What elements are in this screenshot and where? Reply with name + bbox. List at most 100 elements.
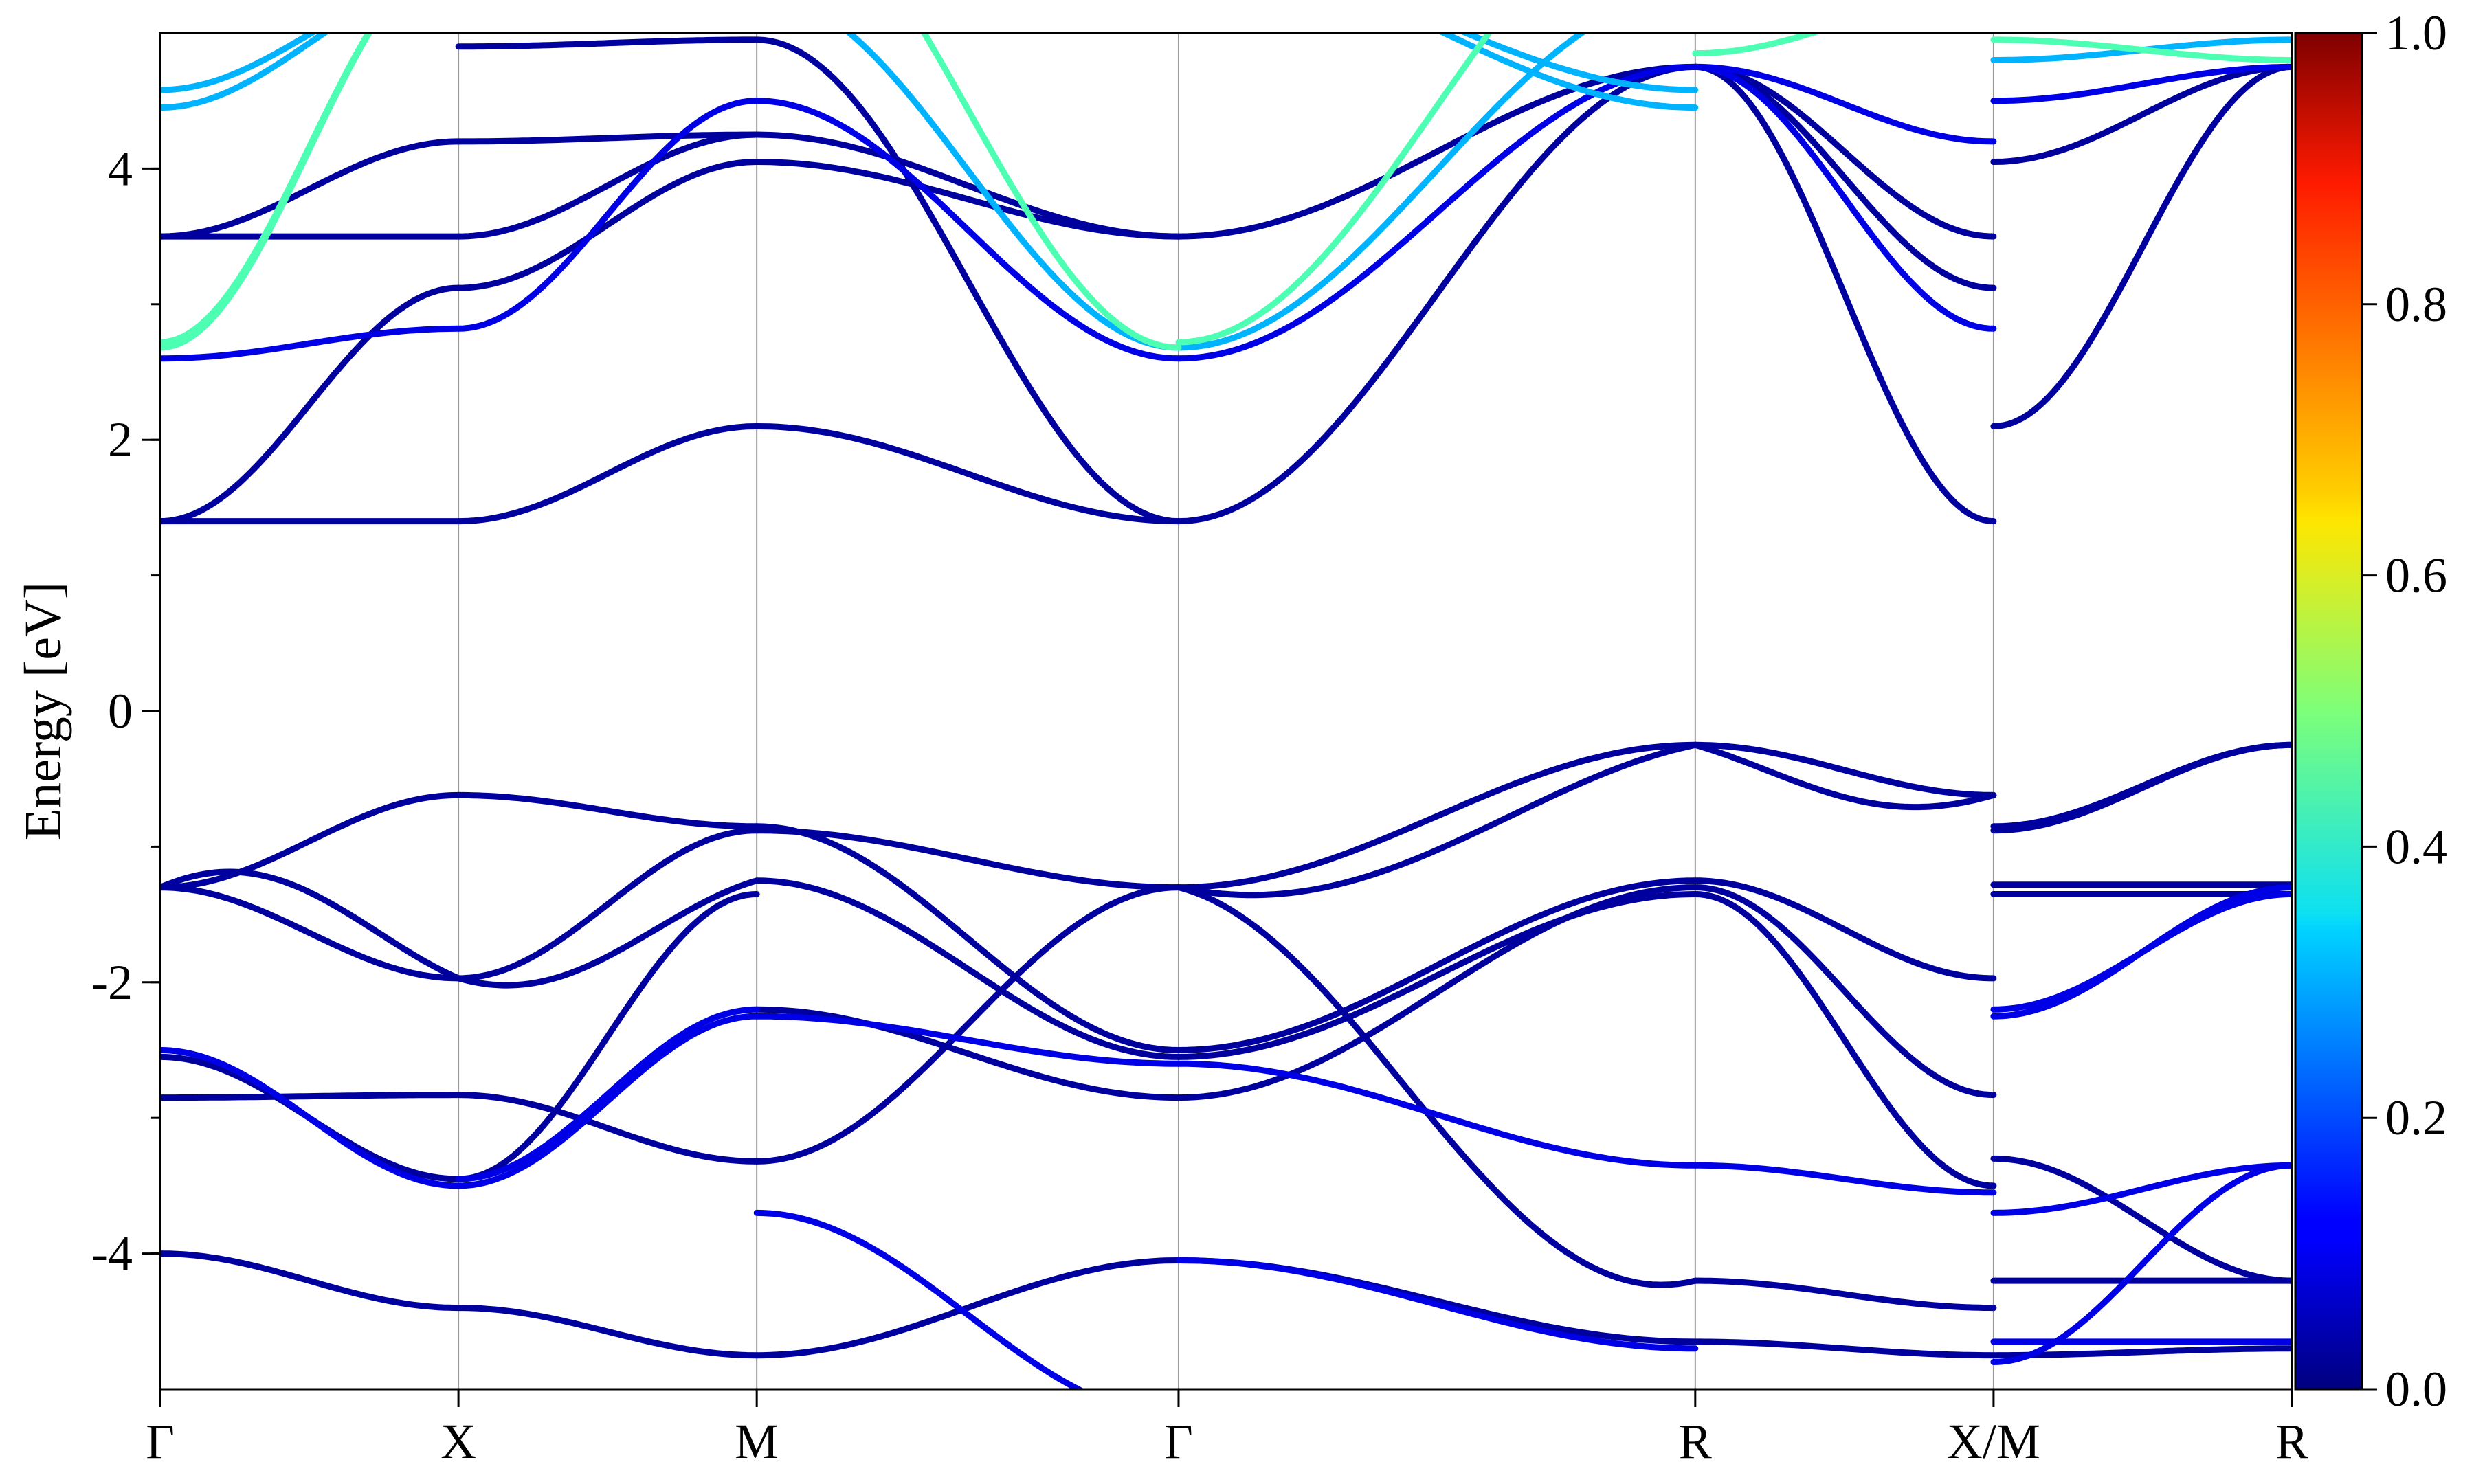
colorbar-tick-label: 0.8 [2385,277,2447,332]
band-line [160,33,331,111]
band-line [160,33,372,346]
band-line [1990,63,2292,429]
band-line [1692,33,1823,57]
band-line [455,423,760,525]
colorbar-tick-label: 1.0 [2385,5,2447,60]
band-line [1990,884,2292,1020]
band-line [160,884,462,982]
band-line [1692,741,1997,811]
band-line [455,159,760,291]
band-line [1175,741,1699,899]
band-line [1175,891,1699,1060]
band-line [455,131,760,240]
band-line [1990,1345,2292,1359]
band-line [1990,63,2292,165]
x-tick-label: X/M [1947,1414,2040,1469]
band-line [160,791,462,891]
band-line [455,791,760,830]
band-line [455,1006,760,1182]
band-line [1990,1155,2292,1284]
band-line [455,891,760,1182]
band-line [1990,1162,2292,1365]
band-line [1436,33,1699,111]
band-line [1175,1060,1699,1169]
colorbar-tick-label: 0.6 [2385,548,2447,603]
band-line [1175,884,1699,1101]
band-line [1458,33,1699,93]
band-line [1175,1257,1699,1345]
band-line [1175,63,1699,362]
band-line [753,423,1182,525]
colorbar: 0.0 0.2 0.4 0.6 0.8 1.0 [2294,5,2447,1417]
band-line [753,1209,1085,1389]
band-line [1692,63,1997,525]
band-line [1692,891,1997,1189]
band-line [1692,63,1997,291]
band-line [455,36,760,50]
colorbar-tick-label: 0.2 [2385,1090,2447,1145]
y-axis-ticks: -4 -2 0 2 4 [91,141,160,1281]
band-line [1990,36,2292,63]
band-line [455,131,760,145]
band-line [753,884,1182,1165]
colorbar-tick-label: 0.4 [2385,819,2447,874]
band-line [1692,877,1997,982]
band-line [753,877,1182,1060]
band-line [455,1013,760,1189]
band-line [1692,63,1997,332]
y-tick-label: -2 [91,955,133,1010]
x-tick-label: X [441,1414,476,1469]
band-line [1175,63,1699,525]
band-line [753,1006,1182,1101]
band-line [160,1250,462,1312]
band-line [1990,63,2292,104]
y-axis-label: Energy [eV] [14,582,72,840]
band-line [1692,884,1997,1099]
band-line [455,1305,760,1359]
band-line [160,33,373,351]
y-tick-label: 0 [108,684,133,739]
y-tick-label: -4 [91,1226,133,1281]
band-line [844,33,1182,351]
band-line [1175,877,1699,1053]
band-line [753,823,1182,1053]
band-line [753,131,1182,240]
band-line [1692,63,1997,145]
band-line [160,138,462,240]
band-line [1692,1338,1997,1359]
band-line [753,159,1182,240]
band-line [1175,741,1699,891]
band-line [1175,33,1587,351]
x-tick-label: Γ [146,1414,175,1469]
x-tick-label: Γ [1164,1414,1193,1469]
band-line [1990,1162,2292,1216]
band-line [160,868,462,982]
x-tick-label: M [735,1414,779,1469]
x-tick-label: R [1679,1414,1712,1469]
band-line [160,325,462,362]
band-line [1692,1162,1997,1196]
x-tick-label: R [2275,1414,2308,1469]
band-line [1175,884,1699,1288]
colorbar-tick-label: 0.0 [2385,1362,2447,1417]
band-line [1692,741,1997,798]
band-line [160,1047,462,1189]
band-line [753,1257,1182,1359]
band-line [753,827,1182,891]
band-line [1175,33,1493,346]
band-lines [160,33,2292,1389]
band-line [455,877,760,989]
band-line [455,827,760,982]
band-line [455,1092,760,1165]
y-tick-label: 2 [108,412,133,467]
band-line [160,1092,462,1101]
x-axis-ticks: Γ X M Γ R X/M R [146,1389,2308,1469]
band-line [920,33,1182,351]
band-line [1990,741,2292,834]
colorbar-ticks: 0.0 0.2 0.4 0.6 0.8 1.0 [2362,5,2447,1417]
colorbar-gradient [2294,32,2363,1391]
y-tick-label: 4 [108,141,133,196]
band-line [160,33,318,93]
band-line [160,284,462,525]
